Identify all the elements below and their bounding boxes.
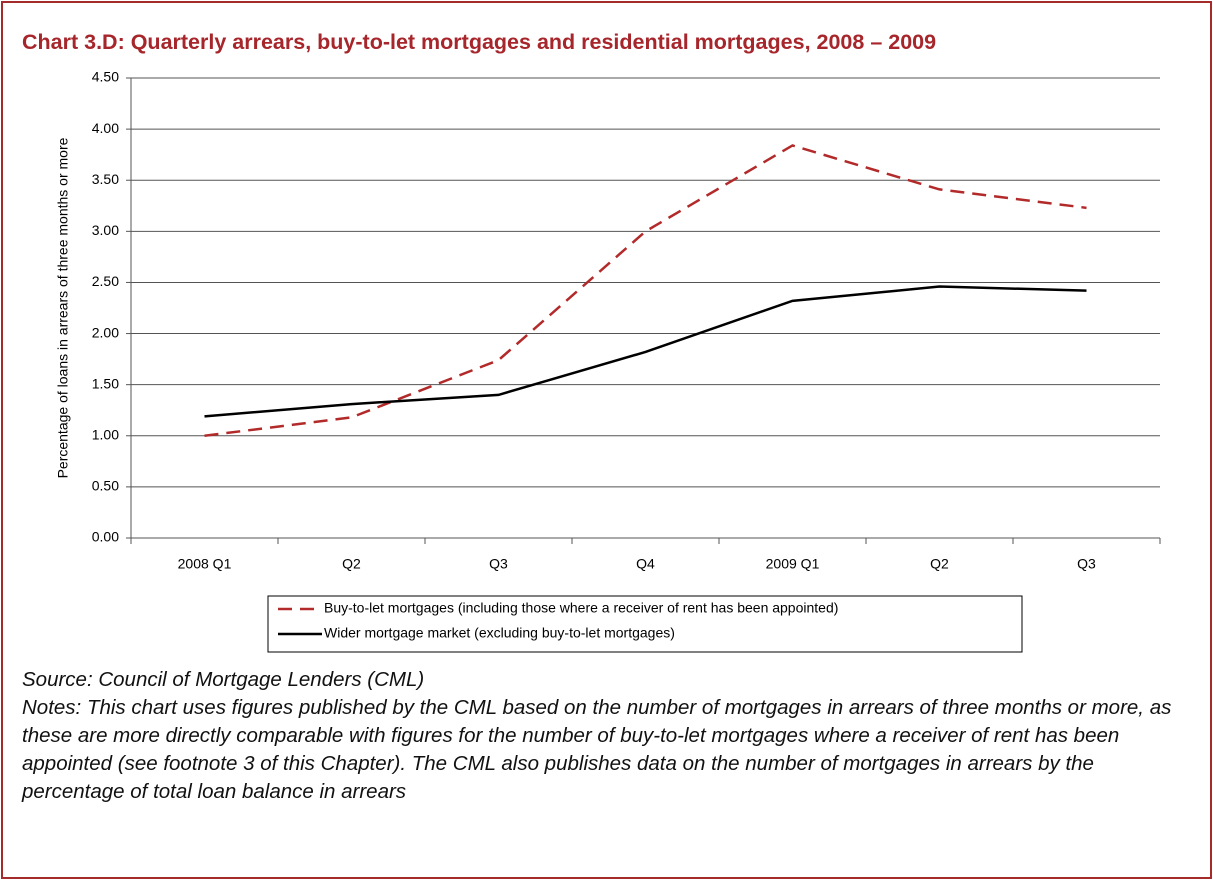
y-tick-label: 2.00 — [92, 324, 119, 340]
x-tick-label: Q2 — [342, 556, 361, 572]
y-tick-label: 4.50 — [92, 69, 119, 85]
y-tick-label: 3.50 — [92, 171, 119, 187]
notes: Notes: This chart uses figures published… — [22, 696, 1172, 803]
legend-label: Wider mortgage market (excluding buy-to-… — [324, 625, 675, 641]
chart-title: Chart 3.D: Quarterly arrears, buy-to-let… — [22, 30, 937, 54]
source: Source: Council of Mortgage Lenders (CML… — [22, 668, 425, 691]
line-series — [204, 285, 1087, 418]
x-tick-label: Q3 — [1077, 556, 1096, 572]
x-tick-label: Q4 — [636, 556, 655, 572]
y-tick-label: 0.00 — [92, 529, 119, 545]
x-tick-label: 2008 Q1 — [178, 556, 232, 572]
legend-box — [267, 595, 1023, 653]
legend-label: Buy-to-let mortgages (including those wh… — [324, 600, 838, 616]
y-tick-label: 3.00 — [92, 222, 119, 238]
x-tick-label: 2009 Q1 — [766, 556, 820, 572]
y-tick-label: 1.00 — [92, 426, 119, 442]
x-tick-label: Q2 — [930, 556, 949, 572]
y-tick-label: 4.00 — [92, 120, 119, 136]
line-series — [204, 144, 1087, 438]
y-tick-label: 0.50 — [92, 478, 119, 494]
y-tick-label: 2.50 — [92, 273, 119, 289]
x-tick-label: Q3 — [489, 556, 508, 572]
y-tick-label: 1.50 — [92, 375, 119, 391]
y-axis-label: Percentage of loans in arrears of three … — [55, 137, 71, 478]
